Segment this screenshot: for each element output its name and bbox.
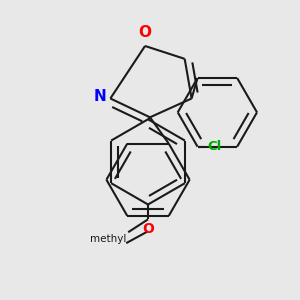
Text: methyl: methyl (90, 234, 126, 244)
Text: O: O (139, 25, 152, 40)
Text: Cl: Cl (208, 140, 222, 153)
Text: O: O (142, 222, 154, 236)
Text: N: N (94, 89, 106, 104)
